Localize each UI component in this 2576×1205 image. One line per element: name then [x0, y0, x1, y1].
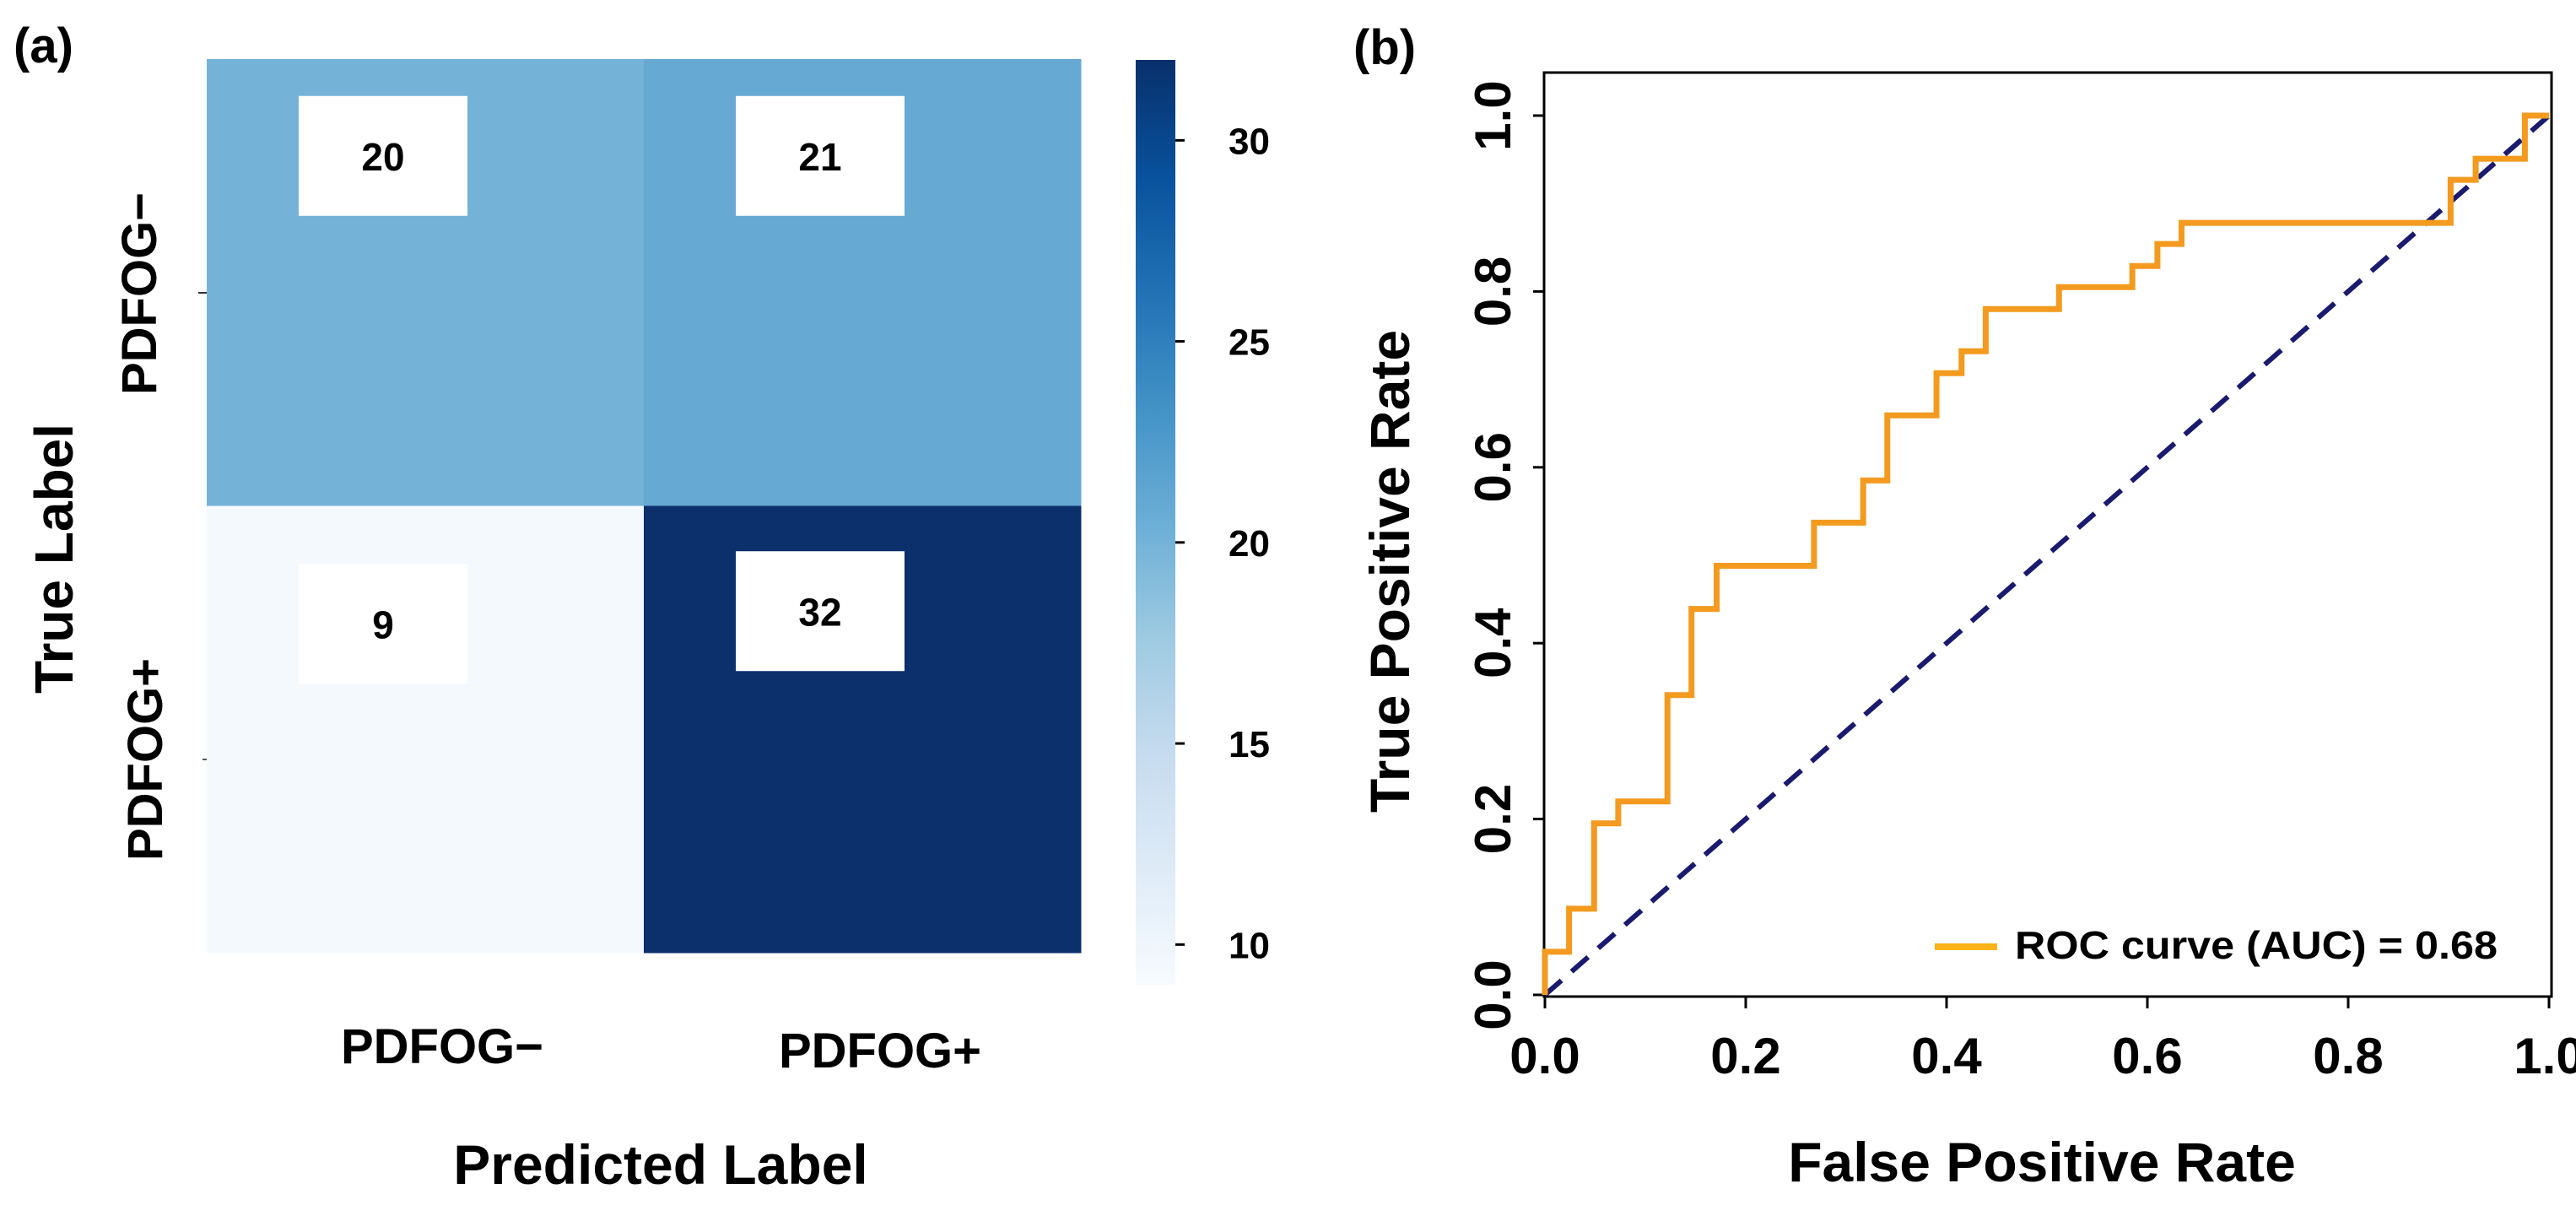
chance-diagonal-line [1543, 113, 2551, 997]
roc-ytick-label-2: 0.4 [1465, 608, 1521, 678]
cm-ylabel: True Label [24, 424, 84, 694]
roc-xtick-label-1: 0.2 [1710, 1028, 1780, 1084]
cm-xtick-label-1: PDFOG+ [779, 1024, 981, 1078]
roc-xtick-label-5: 1.0 [2514, 1028, 2576, 1084]
roc-curve-line [1542, 112, 2549, 995]
cm-xlabel: Predicted Label [453, 1133, 868, 1196]
roc-ytick-label-0: 0.0 [1465, 959, 1521, 1029]
colorbar-tick-label-4: 30 [1229, 121, 1270, 162]
colorbar-tick-label-0: 10 [1229, 925, 1270, 966]
cm-value-0-0: 20 [361, 135, 404, 179]
legend-label-roc: ROC curve (AUC) = 0.68 [2015, 923, 2498, 967]
roc-ytick-label-5: 1.0 [1465, 80, 1521, 150]
cm-value-1-0: 9 [372, 602, 394, 646]
roc-ylabel: True Positive Rate [1358, 330, 1421, 813]
cm-xtick-label-0: PDFOG− [341, 1019, 543, 1074]
roc-ytick-label-1: 0.2 [1465, 784, 1521, 854]
colorbar-ticks: 10 15 20 25 30 [1175, 121, 1270, 966]
roc-xtick-label-4: 0.8 [2313, 1028, 2383, 1084]
confusion-matrix: 20 21 9 32 [207, 59, 1082, 954]
cm-value-box-1-1 [736, 551, 905, 672]
roc-xlabel: False Positive Rate [1788, 1131, 2296, 1193]
roc-xtick-label-3: 0.6 [2112, 1028, 2182, 1084]
cm-ytick-label-1: PDFOG+ [118, 658, 173, 861]
cm-value-box-1-0 [299, 564, 467, 684]
colorbar-tick-label-1: 15 [1229, 724, 1270, 765]
cm-ytick-label-0: PDFOG− [112, 192, 167, 395]
colorbar [1136, 60, 1175, 985]
cm-value-1-1: 32 [798, 590, 841, 634]
panel-b-label: (b) [1353, 20, 1416, 75]
colorbar-tick-label-2: 20 [1229, 523, 1270, 565]
confusion-matrix-ticks [198, 292, 207, 760]
cm-value-0-1: 21 [798, 135, 841, 179]
roc-legend: ROC curve (AUC) = 0.68 [1935, 923, 2498, 967]
roc-axis-ticks: 0.0 0.2 0.4 0.6 0.8 1.0 0.0 0.2 0.4 0.6 0.8 1.0 [1465, 80, 2576, 1084]
roc-plot-frame [1542, 71, 2553, 998]
roc-ytick-label-3: 0.6 [1465, 432, 1521, 502]
cm-value-box-0-1 [736, 95, 905, 216]
roc-xtick-label-2: 0.4 [1911, 1028, 1982, 1084]
cm-value-box-0-0 [299, 95, 467, 216]
roc-ytick-label-4: 0.8 [1465, 257, 1521, 327]
panel-a-label: (a) [14, 19, 73, 73]
roc-xtick-label-0: 0.0 [1509, 1028, 1580, 1084]
colorbar-tick-label-3: 25 [1229, 322, 1270, 364]
